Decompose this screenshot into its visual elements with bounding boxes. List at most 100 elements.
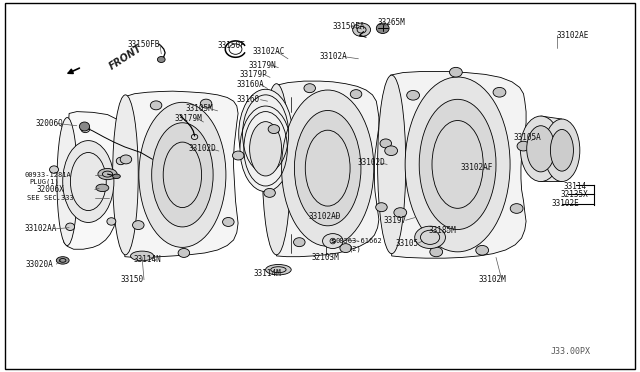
Polygon shape (125, 91, 238, 257)
Ellipse shape (385, 146, 397, 155)
Text: 33150FB: 33150FB (128, 40, 161, 49)
Text: J33.00PX: J33.00PX (550, 347, 590, 356)
Ellipse shape (63, 141, 114, 222)
Text: S: S (330, 238, 335, 244)
Ellipse shape (266, 264, 291, 275)
Ellipse shape (57, 118, 77, 246)
Ellipse shape (232, 151, 244, 160)
Ellipse shape (107, 218, 116, 225)
Ellipse shape (120, 155, 132, 164)
Ellipse shape (152, 123, 213, 227)
Text: 33102D: 33102D (357, 158, 385, 167)
Ellipse shape (239, 89, 292, 179)
Text: 32006X: 32006X (36, 185, 64, 194)
Text: 32135X: 32135X (561, 190, 588, 199)
Text: 33114N: 33114N (133, 255, 161, 264)
Ellipse shape (449, 67, 462, 77)
Ellipse shape (49, 166, 58, 173)
Text: 33105: 33105 (396, 239, 419, 248)
Text: (2): (2) (349, 246, 362, 253)
Ellipse shape (96, 184, 109, 192)
Text: 32103M: 32103M (311, 253, 339, 262)
Text: 33102AA: 33102AA (24, 224, 57, 233)
Text: 33179M: 33179M (174, 114, 202, 123)
Text: 33102E: 33102E (552, 199, 579, 208)
Ellipse shape (250, 122, 282, 176)
Ellipse shape (527, 126, 555, 172)
Ellipse shape (550, 129, 573, 171)
Ellipse shape (200, 99, 212, 108)
Text: 33150: 33150 (120, 275, 143, 284)
Ellipse shape (294, 238, 305, 247)
Ellipse shape (79, 122, 90, 131)
Text: 33150FA: 33150FA (333, 22, 365, 31)
Ellipse shape (520, 116, 561, 182)
Ellipse shape (264, 188, 275, 197)
Ellipse shape (544, 119, 580, 182)
Text: 33197: 33197 (384, 216, 407, 225)
Ellipse shape (132, 221, 144, 230)
Text: 33185M: 33185M (429, 226, 456, 235)
Text: PLUG(1): PLUG(1) (29, 178, 59, 185)
Ellipse shape (157, 57, 165, 62)
Ellipse shape (113, 95, 138, 255)
Text: 00933-1281A: 00933-1281A (24, 172, 71, 178)
Text: 33102AD: 33102AD (308, 212, 341, 221)
Ellipse shape (282, 90, 374, 246)
Text: 33150F: 33150F (218, 41, 245, 50)
Ellipse shape (81, 125, 90, 133)
Ellipse shape (340, 244, 351, 253)
Ellipse shape (510, 203, 523, 213)
Ellipse shape (131, 251, 154, 261)
Ellipse shape (517, 141, 530, 151)
Ellipse shape (353, 23, 371, 36)
Ellipse shape (66, 223, 75, 231)
Text: FRONT: FRONT (108, 43, 144, 71)
Ellipse shape (430, 247, 443, 257)
Ellipse shape (294, 110, 361, 226)
Ellipse shape (223, 218, 234, 227)
Text: 33160A: 33160A (237, 80, 264, 89)
Text: 33105A: 33105A (514, 133, 541, 142)
Ellipse shape (116, 157, 125, 165)
Text: 33020A: 33020A (26, 260, 53, 269)
Text: 08363-61662: 08363-61662 (336, 238, 383, 244)
Ellipse shape (476, 246, 488, 255)
Text: 33114: 33114 (563, 182, 586, 190)
Ellipse shape (415, 226, 445, 248)
Ellipse shape (139, 102, 226, 247)
Text: 33105M: 33105M (186, 104, 213, 113)
Polygon shape (63, 112, 123, 249)
Ellipse shape (406, 90, 419, 100)
Ellipse shape (98, 169, 117, 180)
Ellipse shape (240, 106, 291, 192)
Ellipse shape (493, 87, 506, 97)
Text: 32006Q: 32006Q (35, 119, 63, 128)
Ellipse shape (178, 248, 189, 257)
Text: 33179N: 33179N (248, 61, 276, 70)
Ellipse shape (304, 84, 316, 93)
Ellipse shape (350, 90, 362, 99)
Ellipse shape (150, 101, 162, 110)
Ellipse shape (262, 84, 291, 255)
Text: 33102M: 33102M (479, 275, 506, 284)
Text: 33102AC: 33102AC (253, 47, 285, 56)
Ellipse shape (56, 257, 69, 264)
Polygon shape (275, 81, 379, 257)
Ellipse shape (380, 139, 392, 148)
Ellipse shape (376, 203, 387, 212)
Text: 33179P: 33179P (240, 70, 268, 79)
Text: 33102D: 33102D (188, 144, 216, 153)
Text: 33102AF: 33102AF (461, 163, 493, 172)
Text: 33114M: 33114M (253, 269, 281, 278)
Ellipse shape (113, 174, 120, 179)
Ellipse shape (268, 125, 280, 134)
Polygon shape (390, 71, 526, 258)
Text: 33102AE: 33102AE (557, 31, 589, 40)
Text: 33102A: 33102A (320, 52, 348, 61)
Ellipse shape (419, 99, 496, 230)
Text: 33265M: 33265M (378, 18, 405, 27)
Ellipse shape (323, 234, 343, 248)
Ellipse shape (376, 23, 389, 33)
Ellipse shape (405, 77, 510, 252)
